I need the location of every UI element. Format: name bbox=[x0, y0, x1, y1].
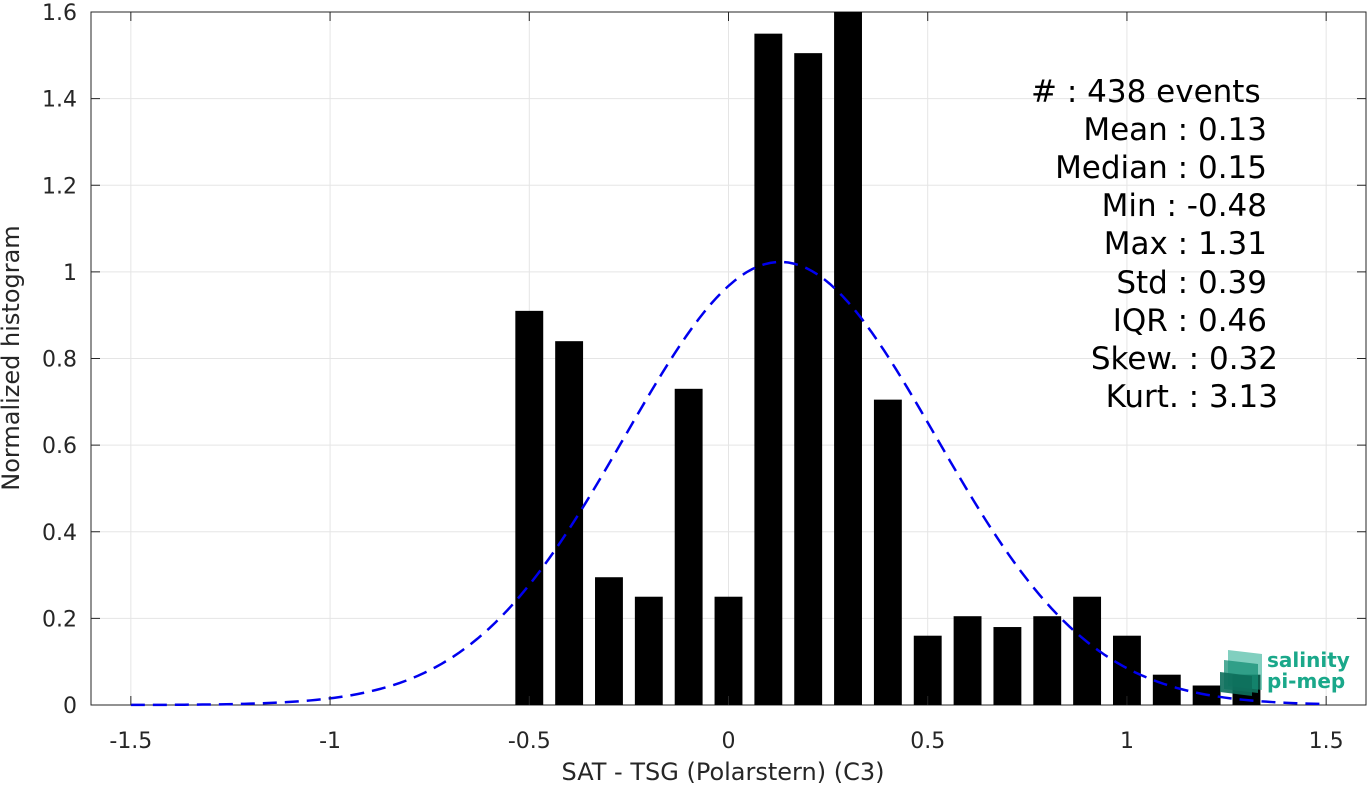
x-tick-label: 1 bbox=[1120, 729, 1134, 754]
stat-min: Min : -0.48 bbox=[1102, 188, 1267, 224]
histogram-bar bbox=[993, 627, 1022, 705]
bars bbox=[515, 12, 1261, 706]
histogram-bar bbox=[595, 577, 623, 705]
y-tick-label: 0.2 bbox=[42, 607, 77, 632]
y-tick-label: 0.6 bbox=[42, 434, 77, 459]
histogram-bar bbox=[834, 12, 862, 705]
x-axis-title: SAT - TSG (Polarstern) (C3) bbox=[562, 758, 885, 785]
logo-mark-icon bbox=[1220, 650, 1262, 696]
histogram-bar bbox=[714, 596, 743, 705]
stat-skew: Skew. : 0.32 bbox=[1091, 341, 1278, 377]
histogram-bar bbox=[1073, 596, 1102, 705]
y-tick-label: 1.4 bbox=[42, 88, 77, 113]
y-axis-title: Normalized histogram bbox=[0, 225, 25, 490]
stat-events: # : 438 events bbox=[1031, 74, 1261, 110]
salinity-pi-mep-logo: salinity pi-mep bbox=[1220, 648, 1350, 696]
y-tick-labels: 0 0.2 0.4 0.6 0.8 1 1.2 1.4 1.6 bbox=[42, 1, 77, 719]
stat-iqr: IQR : 0.46 bbox=[1113, 303, 1267, 339]
logo-text-pi-mep: pi-mep bbox=[1267, 669, 1345, 693]
histogram-bar bbox=[1152, 674, 1181, 705]
stat-max: Max : 1.31 bbox=[1104, 226, 1267, 262]
stat-std: Std : 0.39 bbox=[1116, 265, 1267, 301]
histogram-bar bbox=[794, 53, 823, 706]
histogram-bar bbox=[555, 341, 584, 705]
ticks bbox=[91, 11, 1366, 706]
x-tick-label: -0.5 bbox=[508, 729, 551, 754]
y-tick-label: 1.6 bbox=[42, 1, 77, 26]
x-tick-label: 1.5 bbox=[1309, 729, 1344, 754]
histogram-bar bbox=[913, 635, 942, 705]
histogram-bar bbox=[873, 399, 902, 705]
x-tick-label: 0 bbox=[722, 729, 736, 754]
statistics-panel: # : 438 events Mean : 0.13 Median : 0.15… bbox=[1031, 74, 1278, 415]
histogram-bar bbox=[515, 310, 544, 705]
x-tick-label: -1.5 bbox=[109, 729, 152, 754]
stat-mean: Mean : 0.13 bbox=[1083, 112, 1267, 148]
y-tick-label: 1.2 bbox=[42, 174, 77, 199]
histogram-bar bbox=[953, 616, 982, 705]
histogram-bar bbox=[1033, 616, 1062, 705]
histogram-bar bbox=[674, 388, 703, 705]
stat-median: Median : 0.15 bbox=[1055, 150, 1267, 186]
y-tick-label: 1 bbox=[63, 261, 77, 286]
logo-text-salinity: salinity bbox=[1267, 648, 1350, 672]
stat-kurt: Kurt. : 3.13 bbox=[1106, 379, 1278, 415]
y-tick-label: 0.8 bbox=[42, 348, 77, 373]
histogram-bar bbox=[634, 596, 663, 705]
histogram-bar bbox=[754, 33, 783, 705]
x-tick-label: 0.5 bbox=[910, 729, 945, 754]
y-tick-label: 0 bbox=[63, 694, 77, 719]
y-tick-label: 0.4 bbox=[42, 521, 77, 546]
x-tick-labels: -1.5 -1 -0.5 0 0.5 1 1.5 bbox=[109, 729, 1343, 754]
histogram-bar bbox=[1112, 635, 1141, 705]
x-tick-label: -1 bbox=[319, 729, 341, 754]
